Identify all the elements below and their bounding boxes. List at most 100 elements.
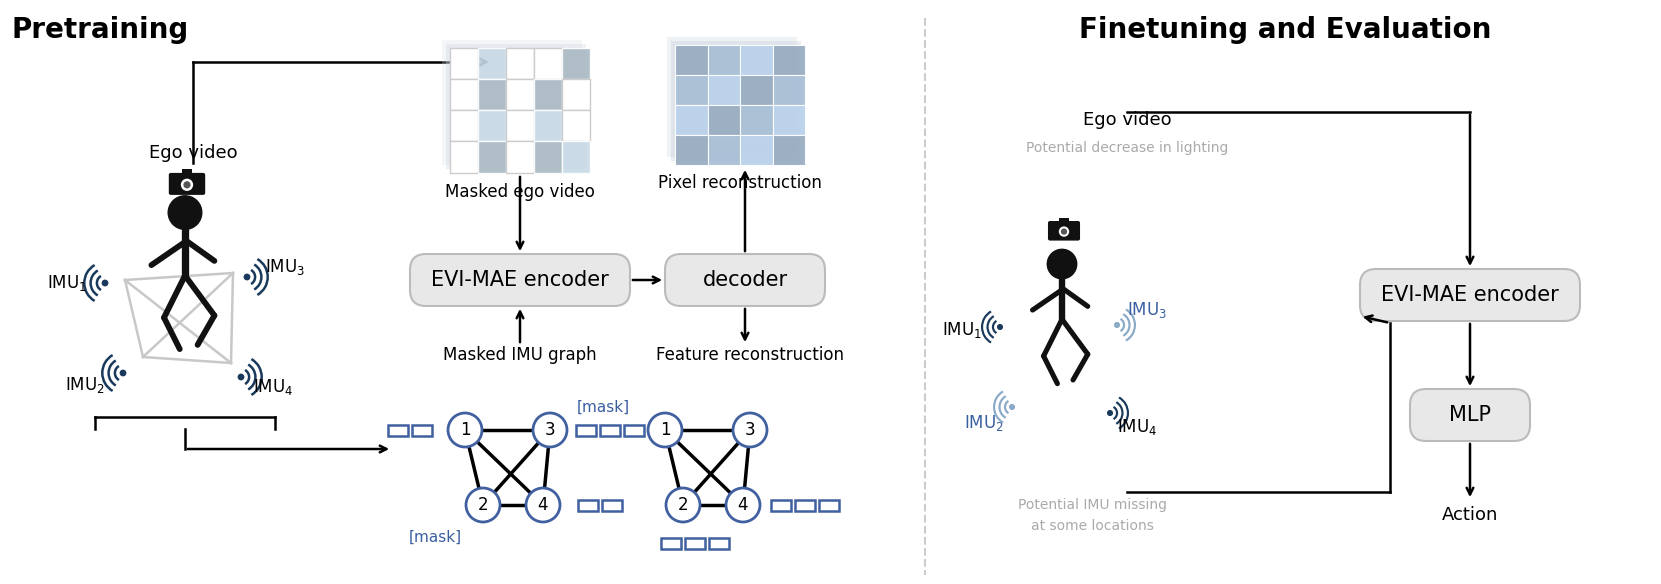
Bar bbox=[674, 105, 708, 135]
Text: Feature reconstruction: Feature reconstruction bbox=[656, 346, 844, 364]
Text: 1: 1 bbox=[460, 421, 470, 439]
FancyBboxPatch shape bbox=[1410, 389, 1530, 441]
Bar bbox=[561, 79, 590, 110]
FancyBboxPatch shape bbox=[169, 173, 206, 195]
Text: IMU$_2$: IMU$_2$ bbox=[65, 375, 105, 395]
Text: IMU$_4$: IMU$_4$ bbox=[1116, 417, 1158, 437]
Bar bbox=[450, 110, 478, 141]
Bar bbox=[741, 105, 772, 135]
Circle shape bbox=[733, 413, 767, 447]
Text: Potential decrease in lighting: Potential decrease in lighting bbox=[1026, 141, 1227, 155]
Bar bbox=[796, 499, 816, 510]
Bar bbox=[671, 41, 801, 161]
Bar bbox=[708, 45, 741, 75]
Text: Finetuning and Evaluation: Finetuning and Evaluation bbox=[1078, 16, 1492, 44]
Text: 3: 3 bbox=[744, 421, 756, 439]
Circle shape bbox=[998, 325, 1002, 329]
Bar bbox=[507, 47, 533, 79]
Bar bbox=[533, 79, 561, 110]
Text: decoder: decoder bbox=[703, 270, 787, 290]
Bar bbox=[772, 135, 806, 165]
Circle shape bbox=[1048, 249, 1076, 279]
Bar bbox=[447, 43, 586, 169]
Bar bbox=[507, 110, 533, 141]
Bar bbox=[533, 141, 561, 172]
Text: [mask]: [mask] bbox=[576, 399, 630, 415]
Bar bbox=[772, 105, 806, 135]
Bar bbox=[450, 79, 478, 110]
Text: Pixel reconstruction: Pixel reconstruction bbox=[658, 174, 822, 192]
Circle shape bbox=[103, 280, 108, 286]
Bar bbox=[741, 75, 772, 105]
Bar bbox=[442, 40, 581, 165]
Bar bbox=[533, 47, 561, 79]
Bar bbox=[772, 75, 806, 105]
Bar bbox=[450, 141, 478, 172]
Bar bbox=[709, 537, 729, 548]
Bar bbox=[1060, 217, 1068, 224]
Circle shape bbox=[168, 196, 201, 230]
Bar bbox=[533, 110, 561, 141]
Text: Pretraining: Pretraining bbox=[12, 16, 189, 44]
Text: 2: 2 bbox=[478, 496, 488, 514]
FancyBboxPatch shape bbox=[1360, 269, 1580, 321]
Text: 4: 4 bbox=[538, 496, 548, 514]
Bar bbox=[741, 135, 772, 165]
Text: Masked IMU graph: Masked IMU graph bbox=[443, 346, 596, 364]
Bar bbox=[478, 79, 507, 110]
Text: at some locations: at some locations bbox=[1030, 519, 1153, 533]
Bar bbox=[708, 105, 741, 135]
Bar bbox=[478, 110, 507, 141]
Text: EVI-MAE encoder: EVI-MAE encoder bbox=[432, 270, 610, 290]
Bar bbox=[478, 141, 507, 172]
Text: IMU$_1$: IMU$_1$ bbox=[47, 273, 86, 293]
Bar bbox=[741, 45, 772, 75]
Circle shape bbox=[1058, 225, 1070, 238]
Text: 1: 1 bbox=[659, 421, 671, 439]
Circle shape bbox=[1115, 322, 1120, 328]
Text: Action: Action bbox=[1442, 506, 1498, 524]
Circle shape bbox=[648, 413, 683, 447]
Bar bbox=[771, 499, 791, 510]
Bar bbox=[389, 425, 409, 436]
Bar bbox=[684, 537, 704, 548]
Bar bbox=[668, 37, 797, 157]
Text: IMU$_1$: IMU$_1$ bbox=[942, 320, 982, 340]
FancyBboxPatch shape bbox=[664, 254, 826, 306]
Bar bbox=[478, 47, 507, 79]
Bar bbox=[600, 425, 620, 436]
Circle shape bbox=[448, 413, 482, 447]
Bar bbox=[450, 47, 478, 79]
Text: IMU$_4$: IMU$_4$ bbox=[252, 377, 292, 397]
Bar bbox=[674, 75, 708, 105]
Bar bbox=[507, 141, 533, 172]
Circle shape bbox=[183, 181, 191, 189]
Circle shape bbox=[244, 274, 249, 280]
Text: IMU$_3$: IMU$_3$ bbox=[266, 257, 306, 277]
Text: 4: 4 bbox=[737, 496, 747, 514]
Bar bbox=[561, 141, 590, 172]
Bar bbox=[412, 425, 432, 436]
Circle shape bbox=[666, 488, 699, 522]
Circle shape bbox=[467, 488, 500, 522]
Text: [mask]: [mask] bbox=[409, 530, 462, 544]
Text: Ego video: Ego video bbox=[1083, 111, 1171, 129]
Text: Potential IMU missing: Potential IMU missing bbox=[1018, 498, 1166, 512]
Bar bbox=[507, 79, 533, 110]
Text: IMU$_2$: IMU$_2$ bbox=[963, 413, 1003, 433]
Bar bbox=[708, 135, 741, 165]
Text: MLP: MLP bbox=[1448, 405, 1492, 425]
Bar bbox=[772, 45, 806, 75]
Circle shape bbox=[726, 488, 761, 522]
Bar bbox=[625, 425, 644, 436]
Circle shape bbox=[1108, 411, 1113, 415]
Text: Masked ego video: Masked ego video bbox=[445, 183, 595, 201]
Circle shape bbox=[179, 178, 194, 192]
Bar bbox=[674, 45, 708, 75]
Text: IMU$_3$: IMU$_3$ bbox=[1126, 300, 1168, 320]
Circle shape bbox=[1061, 228, 1066, 235]
Bar bbox=[181, 169, 193, 177]
Bar bbox=[601, 499, 621, 510]
Bar bbox=[819, 499, 839, 510]
Circle shape bbox=[527, 488, 560, 522]
